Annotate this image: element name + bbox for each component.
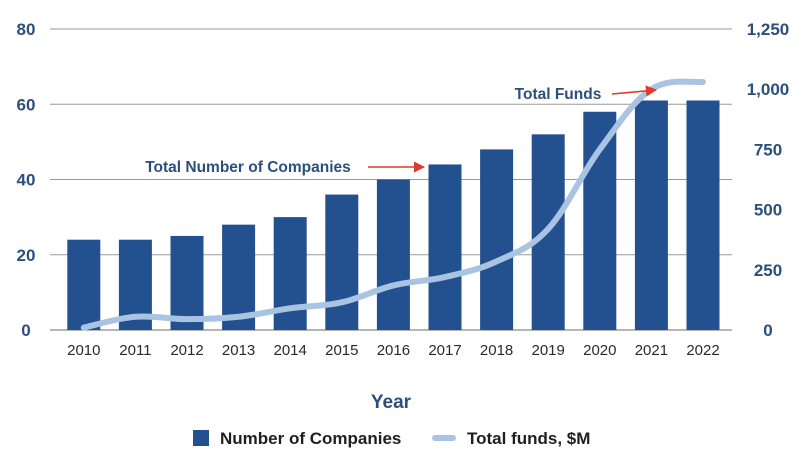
x-tick-2013: 2013: [222, 342, 255, 359]
right-tick-0: 0: [763, 321, 772, 340]
x-tick-2018: 2018: [480, 342, 513, 359]
bars-number-of-companies: [67, 100, 720, 331]
bar-2022: [686, 100, 720, 330]
line-total-funds: [80, 78, 706, 331]
legend-label-number-of-companies: Number of Companies: [220, 429, 401, 448]
right-tick-1000: 1,000: [747, 80, 790, 99]
bar-2015: [325, 194, 359, 330]
right-tick-1250: 1,250: [747, 20, 790, 39]
left-tick-20: 20: [17, 246, 36, 265]
annotation-arrow-funds: [611, 85, 658, 97]
right-axis-ticks: 0 250 500 750 1,000 1,250: [747, 20, 790, 340]
right-tick-750: 750: [754, 140, 782, 159]
right-tick-250: 250: [754, 261, 782, 280]
bar-2016: [376, 179, 410, 330]
x-axis-title: Year: [371, 392, 412, 413]
legend-swatch-total-funds: [432, 435, 456, 441]
x-tick-2014: 2014: [274, 342, 307, 359]
left-tick-40: 40: [17, 171, 36, 190]
x-tick-2011: 2011: [119, 342, 151, 359]
x-tick-2020: 2020: [583, 342, 616, 359]
legend: Number of Companies Total funds, $M: [193, 429, 590, 448]
x-tick-2019: 2019: [532, 342, 565, 359]
bar-2017: [428, 164, 462, 330]
left-tick-60: 60: [17, 95, 36, 114]
annotation-total-number-of-companies: Total Number of Companies: [145, 159, 351, 176]
bar-2012: [170, 235, 204, 330]
left-tick-80: 80: [17, 20, 36, 39]
x-axis-ticks: 2010 2011 2012 2013 2014 2015 2016 2017 2018 2019…: [67, 342, 720, 359]
x-tick-2012: 2012: [170, 342, 203, 359]
left-tick-0: 0: [21, 321, 30, 340]
x-tick-2021: 2021: [635, 342, 668, 359]
x-tick-2016: 2016: [377, 342, 410, 359]
bar-2010: [67, 239, 101, 330]
left-axis-ticks: 0 20 40 60 80: [17, 20, 36, 340]
right-tick-500: 500: [754, 201, 782, 220]
x-tick-2015: 2015: [325, 342, 358, 359]
annotations: Total Number of Companies Total Funds: [145, 85, 658, 176]
x-tick-2010: 2010: [67, 342, 100, 359]
legend-swatch-number-of-companies: [193, 430, 209, 446]
bar-2021: [634, 100, 668, 330]
x-tick-2017: 2017: [428, 342, 461, 359]
bar-2018: [480, 149, 514, 330]
legend-label-total-funds: Total funds, $M: [467, 429, 590, 448]
annotation-total-funds: Total Funds: [515, 86, 602, 103]
x-tick-2022: 2022: [686, 342, 719, 359]
